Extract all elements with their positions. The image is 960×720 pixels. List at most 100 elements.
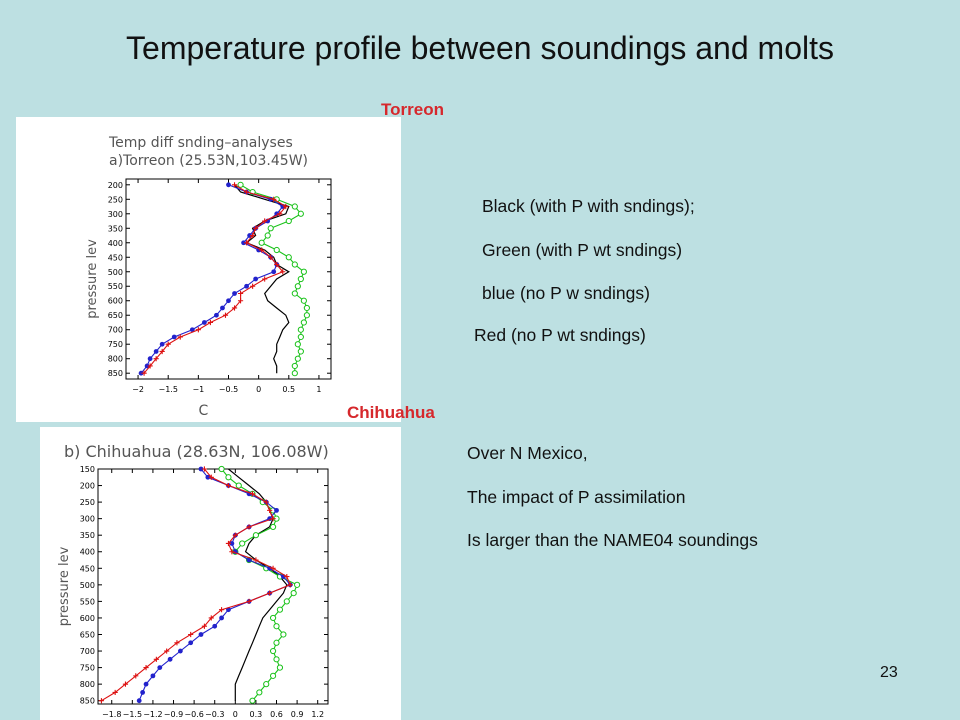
data-point-green — [273, 623, 280, 630]
data-point-green — [291, 261, 298, 268]
y-tick-label: 300 — [108, 210, 123, 219]
x-tick-label: 1 — [316, 385, 321, 394]
data-point-blue — [219, 615, 224, 621]
legend-line-black: Black (with P with sndings); — [482, 196, 695, 216]
y-tick-label: 350 — [80, 531, 95, 540]
data-point-green — [283, 598, 290, 605]
x-tick-label: −1.2 — [143, 710, 162, 719]
y-tick-label: 400 — [108, 239, 123, 248]
y-tick-label: 600 — [108, 297, 123, 306]
x-tick-label: 0.3 — [250, 710, 263, 719]
data-point-blue — [274, 507, 279, 513]
y-tick-label: 200 — [108, 181, 123, 190]
x-tick-label: −0.6 — [184, 710, 203, 719]
data-point-green — [263, 681, 270, 688]
data-point-red — [153, 656, 159, 662]
data-point-green — [300, 319, 307, 326]
x-tick-label: −0.5 — [219, 385, 238, 394]
data-point-red — [147, 363, 153, 369]
y-tick-label: 650 — [108, 311, 123, 320]
data-point-red — [280, 269, 286, 275]
data-point-red — [262, 218, 268, 224]
chihuahua-chart: b) Chihuahua (28.63N, 106.08W) 150 200 250 3… — [57, 442, 329, 719]
data-point-red — [270, 516, 276, 522]
y-tick-label: 250 — [108, 195, 123, 204]
data-point-green — [276, 664, 284, 671]
x-tick-label: −0.9 — [164, 710, 183, 719]
data-point-green — [252, 532, 260, 539]
data-point-blue — [232, 291, 237, 296]
data-point-green — [297, 333, 304, 341]
x-tick-label: −1.5 — [158, 385, 177, 394]
data-point-red — [243, 240, 250, 246]
data-point-red — [283, 203, 289, 210]
data-point-red — [208, 474, 214, 480]
y-tick-label: 200 — [80, 482, 95, 491]
data-point-green — [269, 614, 277, 622]
data-point-blue — [214, 312, 219, 318]
data-point-green — [235, 482, 242, 489]
data-point-green — [294, 283, 301, 290]
data-point-green — [294, 355, 301, 362]
data-point-blue — [229, 541, 235, 546]
data-point-green — [225, 474, 232, 481]
y-tick-label: 850 — [108, 369, 123, 378]
y-tick-label: 150 — [80, 465, 95, 474]
data-point-red — [195, 327, 201, 333]
data-point-red — [270, 565, 276, 571]
y-tick-label: 450 — [108, 253, 123, 262]
data-point-green — [300, 297, 307, 304]
data-point-blue — [150, 673, 156, 679]
torreon-chart: Temp diff snding–analyses a)Torreon (25.5… — [85, 135, 332, 419]
data-point-red — [262, 276, 268, 282]
data-point-blue — [136, 698, 142, 704]
data-point-red — [133, 673, 139, 679]
data-point-red — [218, 607, 225, 613]
data-point-green — [285, 254, 292, 261]
data-point-blue — [159, 341, 165, 347]
chart-title-line: a)Torreon (25.53N,103.45W) — [109, 153, 308, 169]
legend-line-blue: blue (no P w sndings) — [482, 283, 650, 303]
data-point-red — [177, 334, 183, 340]
data-point-red — [237, 290, 244, 297]
data-point-blue — [246, 557, 252, 563]
data-point-blue — [188, 640, 194, 646]
data-point-blue — [205, 474, 211, 480]
y-axis-label: pressure lev — [85, 239, 100, 319]
page-number: 23 — [880, 664, 898, 681]
data-point-red — [287, 582, 293, 588]
data-point-red — [250, 232, 256, 239]
data-point-red — [141, 370, 147, 376]
data-point-blue — [226, 298, 231, 304]
data-point-green — [291, 203, 298, 210]
y-tick-label: 300 — [80, 515, 95, 524]
data-point-red — [164, 648, 170, 654]
data-point-red — [231, 182, 238, 188]
y-tick-label: 450 — [80, 564, 95, 573]
series-line-green — [221, 469, 298, 702]
data-point-blue — [241, 240, 246, 246]
data-point-blue — [138, 370, 144, 376]
data-point-green — [239, 540, 246, 547]
data-point-blue — [271, 269, 277, 275]
data-point-green — [264, 232, 271, 239]
data-point-red — [249, 491, 256, 497]
data-point-red — [243, 189, 250, 195]
data-point-blue — [171, 334, 177, 340]
y-tick-label: 350 — [108, 224, 123, 233]
data-point-green — [249, 697, 256, 704]
data-point-blue — [189, 327, 195, 333]
x-tick-label: −2 — [132, 385, 144, 394]
data-point-red — [143, 664, 149, 671]
data-point-red — [112, 689, 118, 696]
data-point-green — [269, 647, 277, 655]
note-line-1: Over N Mexico, — [467, 443, 588, 463]
data-point-green — [291, 370, 298, 377]
chart-title-line: b) Chihuahua (28.63N, 106.08W) — [64, 442, 329, 461]
data-point-red — [277, 211, 283, 217]
data-point-red — [225, 482, 232, 489]
y-tick-label: 800 — [80, 680, 95, 689]
data-point-green — [297, 326, 304, 333]
data-point-blue — [177, 648, 183, 654]
y-tick-label: 550 — [80, 597, 95, 606]
